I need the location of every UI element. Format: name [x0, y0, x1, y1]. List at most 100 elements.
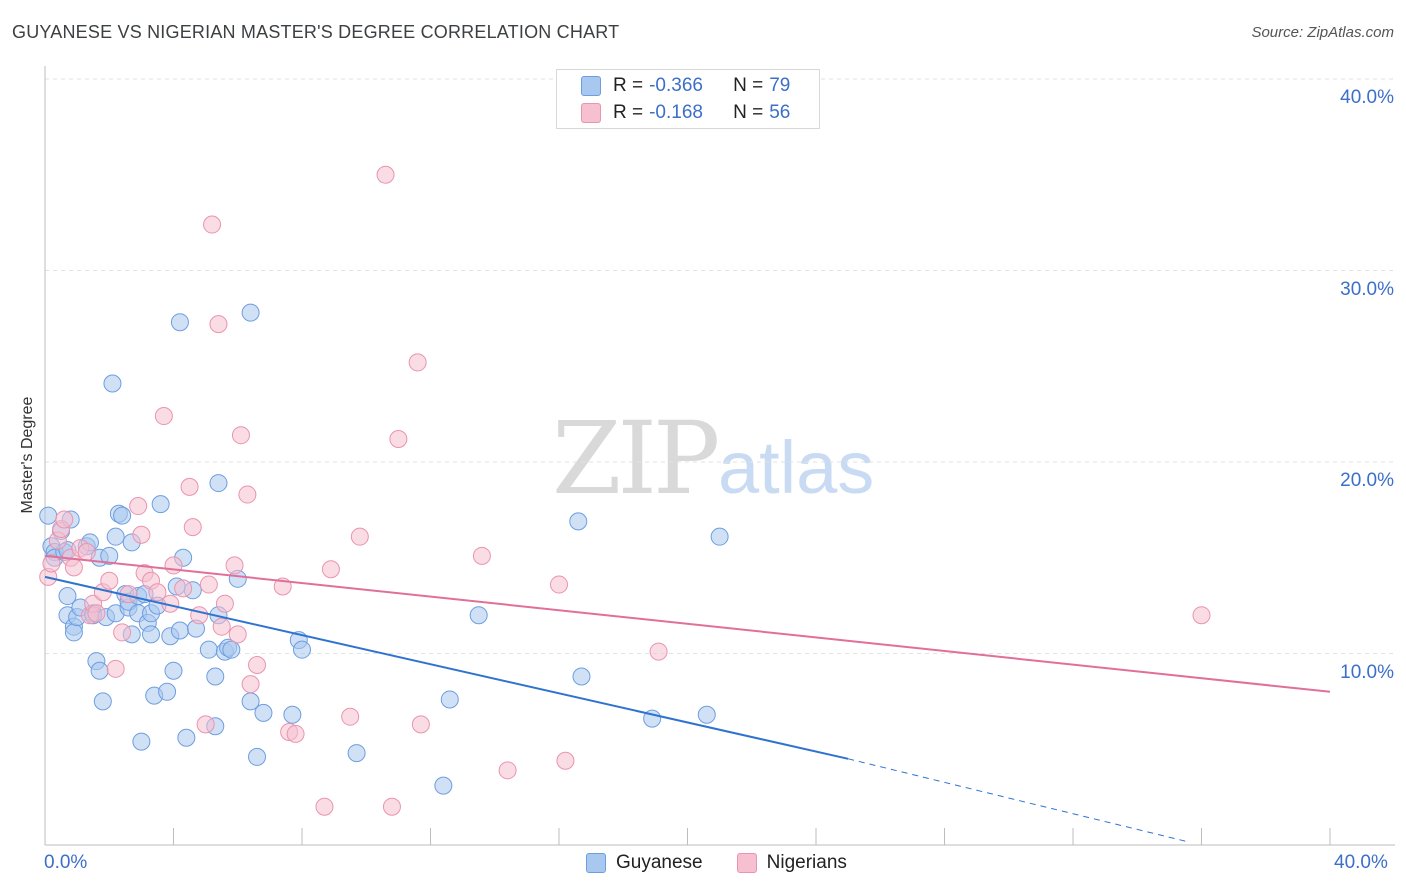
guyanese-point [132, 732, 151, 751]
guyanese-point [347, 744, 366, 763]
guyanese-point [151, 495, 170, 514]
nigerians-point [649, 642, 668, 661]
guyanese-point [64, 623, 83, 642]
nigerians-point [286, 724, 305, 743]
nigerians-point [196, 715, 215, 734]
guyanese-point [434, 776, 453, 795]
x-tick-label-max: 40.0% [1334, 852, 1388, 873]
guyanese-point [170, 313, 189, 332]
nigerians-point [389, 430, 408, 449]
trend-line-guyanese [44, 575, 849, 760]
nigerians-point [228, 625, 247, 644]
chart-title: GUYANESE VS NIGERIAN MASTER'S DEGREE COR… [12, 22, 620, 42]
legend-r-label: R = [613, 102, 644, 123]
nigerians-point [180, 477, 199, 496]
nigerians-point [132, 525, 151, 544]
guyanese-point [103, 374, 122, 393]
y-tick-label: 40.0% [1340, 87, 1394, 108]
nigerians-point [203, 215, 222, 234]
guyanese-point [248, 747, 267, 766]
nigerians-point [225, 556, 244, 575]
guyanese-point [241, 303, 260, 322]
nigerians-point [106, 659, 125, 678]
guyanese-point [58, 587, 77, 606]
nigerians-point [382, 797, 401, 816]
nigerians-point [129, 497, 148, 516]
y-tick-label: 10.0% [1340, 661, 1394, 683]
nigerians-point [154, 407, 173, 426]
series-guyanese [39, 303, 729, 795]
guyanese-point [106, 527, 125, 546]
legend-row-guyanese: R = -0.366 N = 79 [581, 74, 790, 98]
legend-r-label: R = [613, 75, 644, 96]
correlation-legend: R = -0.366 N = 79 R = -0.168 N = 56 [556, 69, 820, 129]
guyanese-point [293, 640, 311, 659]
nigerians-point [100, 571, 119, 590]
nigerians-point [321, 560, 340, 579]
nigerians-point [556, 751, 575, 770]
nigerians-point [55, 510, 74, 529]
axes [44, 66, 1395, 846]
trend-line-extension-guyanese [848, 758, 1186, 842]
nigerians-point [376, 165, 395, 184]
legend-r-value: -0.366 [649, 75, 703, 96]
watermark-atlas: atlas [718, 426, 875, 509]
guyanese-point [283, 705, 302, 724]
nigerians-point [241, 675, 260, 694]
legend-n-label: N = [733, 75, 764, 96]
y-tick-label: 20.0% [1340, 470, 1394, 491]
source-label: Source: ZipAtlas.com [1251, 24, 1394, 41]
nigerians-point [174, 579, 193, 598]
guyanese-point [572, 667, 591, 686]
nigerians-point [209, 315, 228, 334]
gridlines [45, 78, 1395, 654]
legend-label-nigerians: Nigerians [766, 852, 847, 873]
nigerians-point [199, 575, 218, 594]
guyanese-point [209, 474, 228, 493]
guyanese-point [90, 661, 109, 680]
legend-n-value: 79 [769, 75, 791, 96]
legend-row-nigerians: R = -0.168 N = 56 [581, 101, 790, 125]
nigerians-point [408, 353, 427, 372]
trend-lines [44, 554, 1331, 842]
nigerians-point [113, 623, 132, 642]
nigerians-point [42, 554, 61, 573]
nigerians-point [212, 617, 231, 636]
nigerians-point [231, 426, 250, 445]
nigerians-point [190, 606, 209, 625]
guyanese-point [170, 621, 189, 640]
nigerians-point [238, 485, 257, 504]
series-legend: Guyanese Nigerians [586, 852, 881, 874]
guyanese-point [142, 625, 161, 644]
guyanese-point [113, 506, 132, 525]
legend-swatch-nigerians [736, 853, 757, 873]
legend-swatch-guyanese [586, 853, 606, 873]
nigerians-point [341, 707, 360, 726]
guyanese-point [206, 667, 225, 686]
guyanese-point [569, 512, 588, 531]
guyanese-point [177, 728, 196, 747]
nigerians-point [550, 575, 568, 594]
nigerians-point [77, 543, 96, 562]
nigerians-point [64, 558, 83, 577]
nigerians-point [164, 556, 183, 575]
legend-n-value: 56 [769, 102, 791, 123]
guyanese-point [100, 546, 119, 565]
guyanese-point [440, 690, 459, 709]
legend-item-nigerians[interactable]: Nigerians [736, 852, 847, 874]
legend-item-guyanese[interactable]: Guyanese [586, 852, 703, 874]
legend-r-value: -0.168 [649, 102, 703, 123]
y-tick-label: 30.0% [1340, 278, 1394, 300]
nigerians-point [87, 604, 106, 623]
guyanese-point [158, 682, 177, 701]
x-tick-label-min: 0.0% [44, 852, 88, 873]
legend-label-guyanese: Guyanese [616, 852, 703, 873]
guyanese-point [199, 640, 218, 659]
nigerians-point [411, 715, 430, 734]
guyanese-point [93, 692, 112, 711]
nigerians-point [472, 546, 491, 565]
legend-swatch-nigerians [581, 103, 601, 123]
nigerians-point [148, 583, 167, 602]
nigerians-point [315, 797, 334, 816]
nigerians-point [183, 518, 202, 537]
